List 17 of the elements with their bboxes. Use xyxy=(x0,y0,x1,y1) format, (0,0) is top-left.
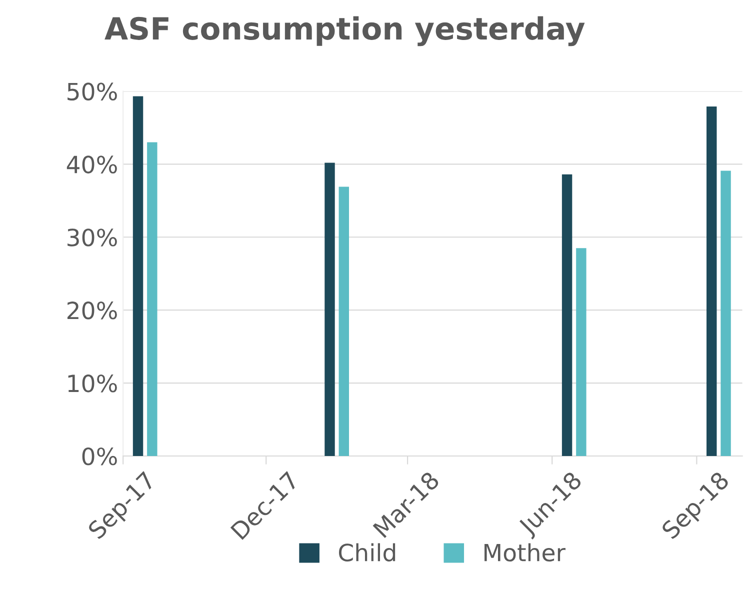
chart-title: ASF consumption yesterday xyxy=(104,16,585,46)
bar xyxy=(576,248,586,456)
y-tick-label: 40% xyxy=(66,156,117,174)
y-tick-label: 0% xyxy=(82,447,117,466)
bar xyxy=(562,174,572,456)
bar xyxy=(132,96,144,456)
bar xyxy=(706,106,717,456)
y-tick-label: 30% xyxy=(68,228,117,246)
y-tick-label: 10% xyxy=(68,374,117,392)
legend-label: Child xyxy=(338,543,396,562)
y-tick-label: 50% xyxy=(68,82,117,101)
bar xyxy=(720,170,731,456)
legend-label: Mother xyxy=(484,543,566,562)
bar xyxy=(324,162,335,456)
bar xyxy=(147,142,158,456)
bar xyxy=(338,186,349,456)
y-tick-label: 20% xyxy=(67,302,117,320)
